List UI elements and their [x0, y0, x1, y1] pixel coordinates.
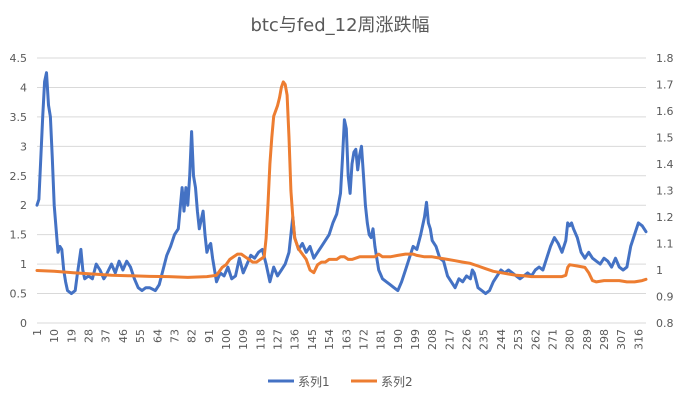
x-tick-label: 163	[340, 329, 353, 350]
chart-title: btc与fed_12周涨跌幅	[250, 15, 429, 36]
y-left-tick-label: 2.5	[10, 170, 28, 183]
y-right-tick-label: 1.4	[656, 158, 674, 171]
x-tick-label: 19	[65, 329, 78, 343]
x-tick-label: 235	[478, 329, 491, 350]
y-left-tick-label: 3.5	[10, 111, 28, 124]
x-tick-label: 91	[203, 329, 216, 343]
y-left-tick-label: 0	[20, 317, 27, 330]
x-tick-label: 109	[237, 329, 250, 350]
y-left-tick-label: 2	[20, 199, 27, 212]
y-left-tick-label: 3	[20, 140, 27, 153]
x-tick-label: 100	[220, 329, 233, 350]
y-right-tick-label: 1.2	[656, 211, 674, 224]
x-tick-label: 217	[443, 329, 456, 350]
y-left-tick-label: 1	[20, 258, 27, 271]
x-tick-label: 46	[117, 329, 130, 343]
x-tick-label: 307	[615, 329, 628, 350]
x-tick-label: 127	[272, 329, 285, 350]
legend-label-1: 系列1	[298, 375, 330, 389]
y-left-tick-label: 1.5	[10, 229, 28, 242]
y-right-tick-label: 0.8	[656, 317, 674, 330]
x-tick-label: 1	[31, 329, 44, 336]
y-right-tick-label: 1.7	[656, 79, 674, 92]
legend-label-2: 系列2	[381, 375, 413, 389]
x-tick-label: 253	[512, 329, 525, 350]
x-tick-label: 55	[134, 329, 147, 343]
y-axis-left: 0 0.5 1 1.5 2 2.5 3 3.5 4 4.5	[10, 52, 28, 330]
y-right-tick-label: 1.5	[656, 132, 674, 145]
legend: 系列1 系列2	[268, 375, 413, 389]
x-tick-label: 280	[564, 329, 577, 350]
series-line-2	[35, 80, 648, 284]
x-axis: 1 10 19 28 37 46 55 64 73 82 91 100 109 118 127 136 145 1…	[31, 329, 645, 350]
y-right-tick-label: 0.9	[656, 291, 674, 304]
x-tick-label: 226	[461, 329, 474, 350]
x-tick-label: 10	[48, 329, 61, 343]
y-axis-right: 0.8 0.9 1 1.1 1.2 1.3 1.4 1.5 1.6 1.7 1.8	[656, 52, 674, 330]
y-right-tick-label: 1.1	[656, 238, 674, 251]
x-tick-label: 136	[289, 329, 302, 350]
y-right-tick-label: 1.8	[656, 52, 674, 65]
series-line-1	[35, 71, 648, 296]
y-right-tick-label: 1	[656, 264, 663, 277]
x-tick-label: 208	[426, 329, 439, 350]
x-tick-label: 271	[546, 329, 559, 350]
x-tick-label: 145	[306, 329, 319, 350]
x-tick-label: 64	[151, 329, 164, 343]
x-tick-label: 28	[83, 329, 96, 343]
x-tick-label: 172	[357, 329, 370, 350]
series-lines	[35, 71, 648, 296]
x-tick-label: 199	[409, 329, 422, 350]
y-left-tick-label: 4	[20, 81, 27, 94]
x-tick-label: 154	[323, 329, 336, 350]
x-tick-label: 244	[495, 329, 508, 350]
x-tick-label: 262	[529, 329, 542, 350]
y-right-tick-label: 1.3	[656, 185, 674, 198]
x-tick-label: 181	[375, 329, 388, 350]
y-left-tick-label: 4.5	[10, 52, 28, 65]
x-tick-label: 289	[581, 329, 594, 350]
x-tick-label: 316	[632, 329, 645, 350]
x-tick-label: 298	[598, 329, 611, 350]
x-tick-label: 73	[168, 329, 181, 343]
x-tick-label: 118	[254, 329, 267, 350]
x-tick-label: 82	[186, 329, 199, 343]
y-left-tick-label: 0.5	[10, 288, 28, 301]
y-right-tick-label: 1.6	[656, 105, 674, 118]
x-tick-label: 190	[392, 329, 405, 350]
x-tick-label: 37	[100, 329, 113, 343]
